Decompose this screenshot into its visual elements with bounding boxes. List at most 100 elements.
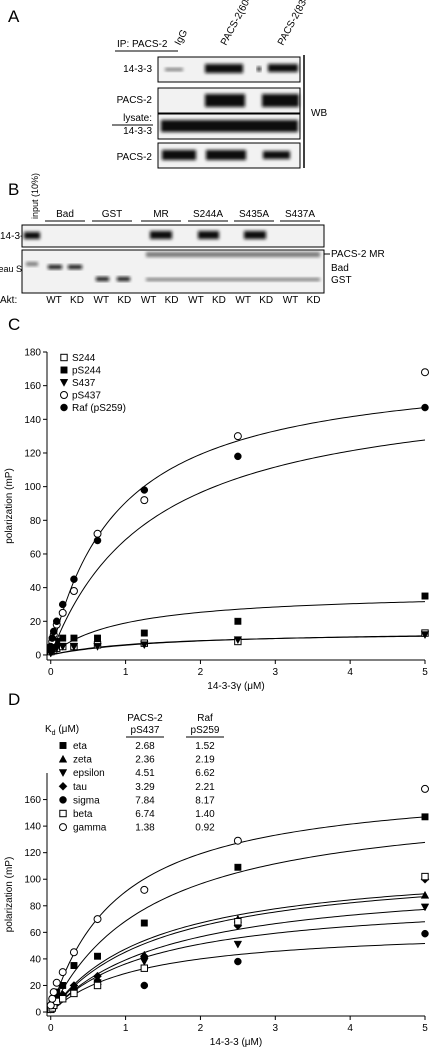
legend-label: Raf (pS259) bbox=[72, 403, 126, 414]
marker bbox=[70, 962, 78, 969]
marker bbox=[59, 742, 67, 749]
table-cell: 7.84 bbox=[135, 795, 155, 806]
legend-label: S244 bbox=[72, 353, 96, 364]
lane-label: S244A bbox=[193, 209, 223, 220]
marker bbox=[233, 636, 243, 645]
row-label: 14-3-3 bbox=[123, 64, 152, 75]
marker bbox=[70, 989, 78, 998]
column-header: pS437 bbox=[131, 725, 160, 736]
marker bbox=[58, 608, 67, 617]
fit-curve bbox=[50, 921, 426, 1013]
lane-label: GST bbox=[102, 209, 123, 220]
band bbox=[268, 64, 298, 72]
akt-label: KD bbox=[165, 295, 179, 306]
y-tick-label: 160 bbox=[24, 795, 41, 806]
x-tick-label: 2 bbox=[198, 1023, 204, 1034]
header-sub: d bbox=[52, 730, 56, 737]
wb-label: WB bbox=[311, 108, 327, 119]
y-tick-label: 140 bbox=[24, 822, 41, 833]
band-label: PACS-2 MR bbox=[331, 249, 385, 260]
marker bbox=[421, 813, 429, 821]
fit-curve bbox=[50, 439, 426, 656]
marker bbox=[420, 890, 430, 899]
band bbox=[244, 231, 266, 239]
blot-b bbox=[21, 224, 325, 294]
marker bbox=[59, 634, 67, 642]
lane-label: IgG bbox=[173, 28, 190, 48]
marker bbox=[94, 634, 101, 642]
marker bbox=[234, 452, 242, 461]
table-cell: 3.29 bbox=[135, 782, 155, 793]
marker bbox=[234, 617, 242, 625]
marker bbox=[93, 529, 102, 538]
band bbox=[150, 231, 172, 239]
x-tick-label: 3 bbox=[273, 1023, 279, 1034]
marker bbox=[421, 592, 429, 600]
table-cell: 6.62 bbox=[195, 768, 215, 779]
marker bbox=[60, 403, 68, 412]
stain-label: Ponceau S bbox=[0, 264, 22, 274]
marker bbox=[60, 391, 68, 399]
table-cell: 6.74 bbox=[135, 809, 155, 820]
marker bbox=[58, 968, 67, 977]
legend-label: zeta bbox=[73, 755, 92, 766]
marker bbox=[58, 769, 68, 778]
lysate-label: lysate: bbox=[123, 113, 152, 124]
fit-curve bbox=[50, 601, 426, 656]
akt-label: WT bbox=[283, 295, 299, 306]
y-tick-label: 80 bbox=[30, 516, 42, 527]
marker bbox=[58, 781, 68, 791]
marker bbox=[59, 809, 67, 818]
marker bbox=[49, 988, 58, 997]
header-main: K bbox=[45, 724, 52, 735]
table-cell: 1.52 bbox=[195, 741, 215, 752]
legend-label: eta bbox=[73, 741, 87, 752]
akt-label: KD bbox=[117, 295, 131, 306]
akt-label: WT bbox=[94, 295, 110, 306]
marker bbox=[59, 796, 67, 804]
legend-label: sigma bbox=[73, 795, 100, 806]
marker bbox=[69, 643, 79, 651]
marker bbox=[93, 536, 102, 545]
lane-label: S435A bbox=[239, 209, 269, 220]
akt-label: Akt: bbox=[0, 295, 17, 306]
marker bbox=[94, 952, 101, 960]
table-header: Kd (μM) bbox=[45, 724, 79, 737]
y-tick-label: 20 bbox=[30, 981, 42, 992]
lane-headers: Bad GST MR S244A S435A S437A bbox=[45, 209, 320, 222]
y-axis-label: polarization (mP) bbox=[4, 857, 15, 933]
x-axis-label: 14-3-3 (μM) bbox=[210, 1037, 262, 1048]
lane-label: PACS-2(604) bbox=[219, 0, 256, 47]
band bbox=[263, 151, 290, 159]
marker bbox=[421, 403, 429, 412]
legend-label: pS244 bbox=[72, 366, 101, 377]
lane-label: S437A bbox=[285, 209, 315, 220]
row-label: PACS-2 bbox=[117, 95, 153, 106]
row-label: PACS-2 bbox=[117, 152, 153, 163]
marker bbox=[48, 994, 57, 1003]
x-tick-label: 1 bbox=[123, 667, 129, 678]
marker bbox=[140, 964, 149, 972]
table-cell: 2.36 bbox=[135, 755, 155, 766]
lane-label: input (10%) bbox=[30, 173, 40, 219]
legend-label: beta bbox=[73, 809, 93, 820]
marker bbox=[140, 919, 148, 927]
marker bbox=[93, 981, 102, 990]
band bbox=[96, 277, 109, 281]
band bbox=[198, 231, 219, 239]
marker bbox=[234, 863, 242, 871]
band-label: Bad bbox=[331, 263, 349, 274]
chart: D 0 20 40 60 80 100 120 140 160 0 1 2 3 4 5 14-3-3 (μM) p… bbox=[4, 690, 430, 1048]
y-tick-label: 120 bbox=[24, 848, 41, 859]
band-label: GST bbox=[331, 275, 352, 286]
fit-curve bbox=[50, 407, 426, 656]
y-tick-label: 80 bbox=[30, 901, 42, 912]
y-tick-label: 60 bbox=[30, 549, 42, 560]
y-tick-label: 0 bbox=[35, 650, 41, 661]
row-label: 14-3-3 bbox=[123, 126, 152, 137]
marker bbox=[140, 496, 149, 505]
marker bbox=[93, 915, 102, 924]
marker bbox=[60, 366, 68, 374]
